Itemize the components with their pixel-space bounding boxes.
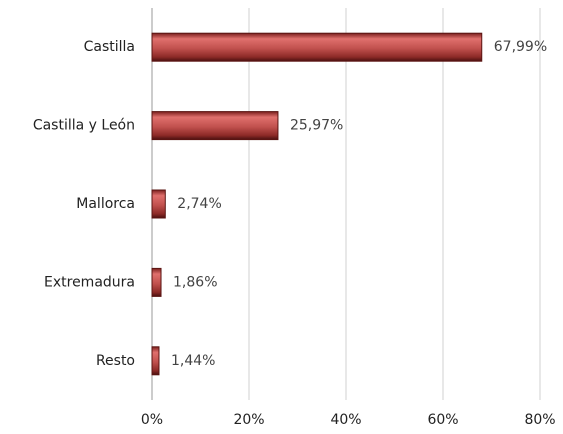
bar	[151, 189, 166, 219]
value-label: 25,97%	[290, 118, 343, 134]
bar	[151, 267, 162, 297]
y-tick-label: Resto	[96, 353, 135, 369]
x-tick-label: 0%	[141, 412, 163, 428]
x-tick-label: 80%	[524, 412, 555, 428]
y-tick-label: Castilla y León	[33, 118, 135, 134]
x-tick-label: 60%	[427, 412, 458, 428]
y-tick-label: Extremadura	[44, 274, 135, 290]
y-tick-label: Mallorca	[76, 196, 135, 212]
x-tick-label: 40%	[330, 412, 361, 428]
value-label: 67,99%	[494, 39, 547, 55]
bar	[151, 346, 160, 376]
bar	[151, 32, 483, 62]
bar	[151, 111, 279, 141]
value-label: 2,74%	[177, 196, 221, 212]
x-tick-label: 20%	[233, 412, 264, 428]
value-label: 1,86%	[173, 274, 217, 290]
y-tick-label: Castilla	[84, 39, 135, 55]
value-label: 1,44%	[171, 353, 215, 369]
